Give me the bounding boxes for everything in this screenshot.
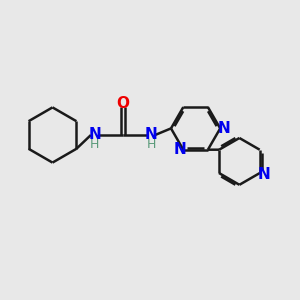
Text: H: H — [147, 138, 156, 151]
Text: N: N — [218, 121, 230, 136]
Text: N: N — [145, 127, 158, 142]
Text: H: H — [90, 138, 99, 151]
Text: N: N — [88, 127, 101, 142]
Text: N: N — [173, 142, 186, 157]
Text: N: N — [257, 167, 270, 182]
Text: O: O — [116, 96, 130, 111]
